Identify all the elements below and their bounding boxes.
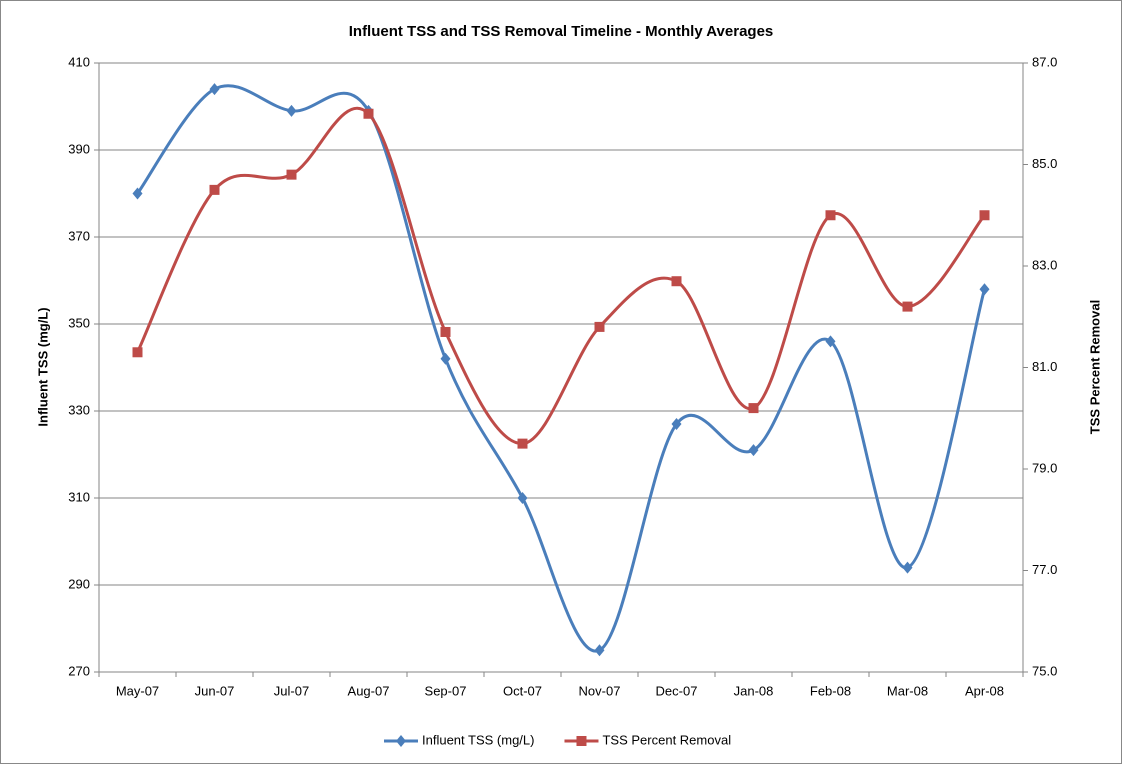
marker [671, 276, 682, 287]
y2-tick-label: 81.0 [1032, 359, 1057, 374]
marker [671, 418, 682, 431]
marker [209, 184, 220, 195]
marker [576, 736, 587, 746]
y2-tick-label: 85.0 [1032, 156, 1057, 171]
x-tick-label: Aug-07 [348, 683, 390, 698]
y-tick-label: 410 [68, 54, 90, 69]
marker [286, 169, 297, 180]
marker [440, 326, 451, 337]
x-tick-label: Mar-08 [887, 683, 928, 698]
x-tick-label: Jul-07 [274, 683, 309, 698]
marker [517, 438, 528, 449]
marker [396, 735, 406, 747]
marker [979, 283, 990, 296]
x-tick-label: Oct-07 [503, 683, 542, 698]
y-tick-label: 310 [68, 489, 90, 504]
x-tick-label: Jan-08 [734, 683, 774, 698]
x-tick-label: Feb-08 [810, 683, 851, 698]
marker [979, 210, 990, 221]
marker [902, 301, 913, 312]
marker [363, 108, 374, 119]
marker [825, 210, 836, 221]
y-tick-label: 370 [68, 228, 90, 243]
marker [517, 492, 528, 504]
marker [132, 187, 143, 200]
legend-label: TSS Percent Removal [602, 732, 731, 747]
y-tick-label: 290 [68, 576, 90, 591]
x-tick-label: Apr-08 [965, 683, 1004, 698]
marker [209, 83, 220, 96]
marker [594, 644, 605, 657]
x-tick-label: Jun-07 [195, 683, 235, 698]
y2-axis-title: TSS Percent Removal [1087, 300, 1102, 434]
y2-tick-label: 75.0 [1032, 663, 1057, 678]
marker [440, 352, 451, 365]
y-tick-label: 270 [68, 663, 90, 678]
marker [594, 321, 605, 332]
y-tick-label: 330 [68, 402, 90, 417]
marker [748, 403, 759, 414]
x-tick-label: Dec-07 [656, 683, 698, 698]
y-tick-label: 390 [68, 141, 90, 156]
chart-title: Influent TSS and TSS Removal Timeline - … [349, 23, 774, 40]
y2-tick-label: 87.0 [1032, 54, 1057, 69]
y-axis-title: Influent TSS (mg/L) [35, 307, 50, 426]
marker [286, 104, 297, 117]
marker [132, 347, 143, 358]
marker [902, 561, 913, 574]
y2-tick-label: 83.0 [1032, 257, 1057, 272]
x-tick-label: Sep-07 [425, 683, 467, 698]
y-tick-label: 350 [68, 315, 90, 330]
x-tick-label: May-07 [116, 683, 159, 698]
legend-label: Influent TSS (mg/L) [422, 732, 534, 747]
y2-tick-label: 79.0 [1032, 460, 1057, 475]
y2-tick-label: 77.0 [1032, 562, 1057, 577]
marker [748, 444, 759, 457]
marker [825, 335, 836, 348]
x-tick-label: Nov-07 [579, 683, 621, 698]
